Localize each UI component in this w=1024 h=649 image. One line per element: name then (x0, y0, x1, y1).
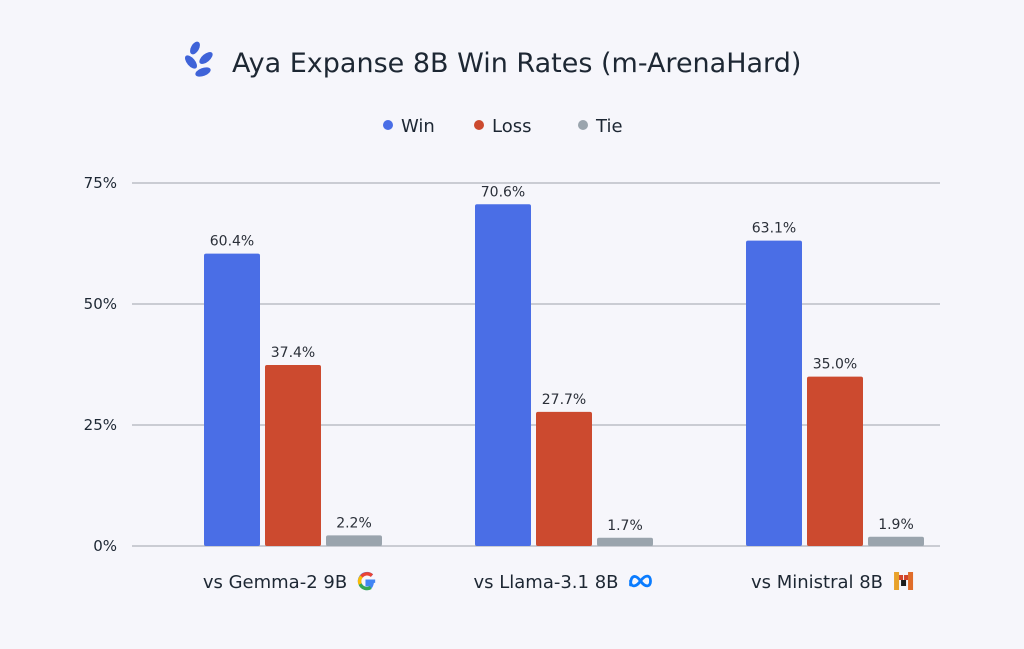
bar-tie (597, 537, 653, 546)
y-tick-label: 50% (84, 295, 117, 313)
data-label: 1.9% (878, 517, 914, 533)
bar-loss (265, 364, 321, 546)
legend-label-win: Win (401, 116, 435, 137)
data-label: 60.4% (210, 234, 254, 250)
legend-marker-loss (474, 120, 484, 130)
data-label: 63.1% (752, 221, 796, 237)
legend: Win Loss Tie (383, 116, 623, 137)
data-label: 35.0% (813, 357, 857, 373)
legend-label-tie: Tie (595, 116, 623, 137)
title-group: Aya Expanse 8B Win Rates (m-ArenaHard) (185, 41, 801, 79)
mistral-logo-icon (894, 572, 914, 590)
legend-label-loss: Loss (492, 116, 531, 137)
x-category-label: vs Llama-3.1 8B (473, 572, 618, 593)
bar-tie (868, 536, 924, 546)
x-category-label: vs Ministral 8B (751, 572, 883, 593)
y-tick-label: 25% (84, 416, 117, 434)
data-label: 1.7% (607, 518, 643, 534)
bar-win (475, 204, 531, 546)
data-label: 37.4% (271, 345, 315, 361)
google-logo-icon (357, 571, 376, 591)
y-tick-label: 75% (84, 174, 117, 192)
legend-marker-tie (578, 120, 588, 130)
data-label: 2.2% (336, 515, 372, 531)
data-label: 70.6% (481, 184, 525, 200)
bar-loss (536, 411, 592, 546)
x-axis-categories: vs Gemma-2 9B vs Llama-3.1 8B vs Ministral… (203, 571, 914, 593)
bar-tie (326, 535, 382, 546)
data-label: 27.7% (542, 392, 586, 408)
bars-group: 60.4% 37.4% 2.2% 70.6% 27.7% 1.7% 63.1% 35.0% 1.… (204, 184, 924, 546)
aya-leaf-logo-icon (185, 41, 213, 77)
bar-win (746, 240, 802, 546)
chart-title: Aya Expanse 8B Win Rates (m-ArenaHard) (232, 48, 801, 79)
legend-marker-win (383, 120, 393, 130)
meta-logo-icon (629, 574, 652, 588)
x-category-label: vs Gemma-2 9B (203, 572, 347, 593)
bar-win (204, 253, 260, 546)
y-tick-label: 0% (93, 537, 117, 555)
bar-loss (807, 376, 863, 546)
